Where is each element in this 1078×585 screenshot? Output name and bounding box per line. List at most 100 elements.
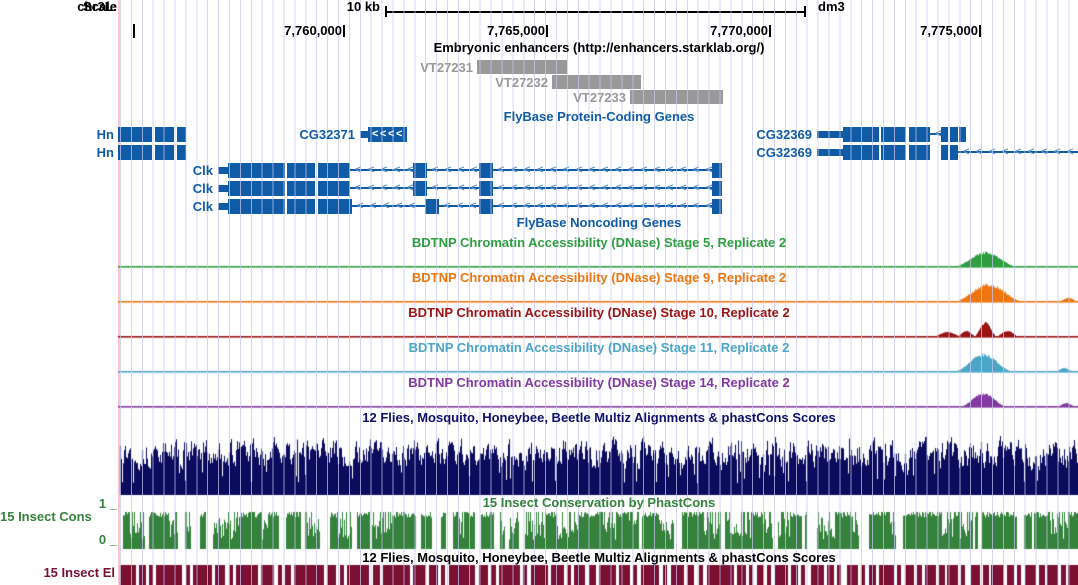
gene-exon[interactable]: [155, 145, 174, 160]
intron-direction-arrow-icon: <: [550, 164, 557, 176]
gene-exon[interactable]: [177, 145, 186, 160]
gene-utr[interactable]: [817, 131, 843, 138]
gene-exon[interactable]: [479, 199, 493, 214]
gene-exon[interactable]: [881, 145, 906, 160]
gene-exon[interactable]: [950, 145, 958, 160]
dnase-track-stage-1[interactable]: [118, 235, 1078, 269]
intron-direction-arrow-icon: <: [409, 200, 416, 212]
dnase-track-stage-3[interactable]: [118, 305, 1078, 339]
intron-direction-arrow-icon: <: [693, 164, 700, 176]
scale-bar-end-tick: [385, 6, 387, 17]
intron-direction-arrow-icon: <: [457, 200, 464, 212]
gene-exon[interactable]: [909, 127, 930, 142]
phastcons-wiggle-track[interactable]: [118, 510, 1078, 551]
enhancer-box[interactable]: [552, 75, 641, 89]
gene-exon[interactable]: [318, 199, 352, 214]
intron-direction-arrow-icon: <: [589, 182, 596, 194]
gene-utr[interactable]: [817, 149, 843, 156]
intron-direction-arrow-icon: <: [693, 200, 700, 212]
intron-direction-arrow-icon: <: [628, 200, 635, 212]
gene-exon[interactable]: [155, 127, 174, 142]
intron-direction-arrow-icon: <: [589, 164, 596, 176]
gene-exon[interactable]: [118, 145, 152, 160]
intron-direction-arrow-icon: <: [383, 200, 390, 212]
gene-exon[interactable]: [479, 163, 493, 178]
gene-direction-arrow-icon: <: [380, 128, 387, 140]
gene-utr[interactable]: [360, 131, 368, 138]
gene-exon[interactable]: [881, 127, 906, 142]
intron-direction-arrow-icon: <: [989, 146, 996, 158]
gene-exon[interactable]: [413, 181, 427, 196]
gene-exon[interactable]: [843, 145, 879, 160]
intron-direction-arrow-icon: <: [498, 200, 505, 212]
gene-exon[interactable]: [228, 163, 285, 178]
insect-elements-track[interactable]: [118, 565, 1078, 585]
gene-exon[interactable]: [287, 163, 315, 178]
gene-exon[interactable]: [712, 163, 722, 178]
intron-direction-arrow-icon: <: [394, 164, 401, 176]
gene-exon[interactable]: [177, 127, 186, 142]
intron-direction-arrow-icon: <: [615, 200, 622, 212]
gene-exon[interactable]: [959, 127, 966, 142]
intron-direction-arrow-icon: <: [550, 200, 557, 212]
intron-direction-arrow-icon: <: [563, 182, 570, 194]
scale-bar: [385, 11, 805, 13]
multiz-wiggle-track[interactable]: [118, 411, 1078, 495]
dnase-track-stage-2[interactable]: [118, 270, 1078, 304]
gene-exon[interactable]: [479, 181, 493, 196]
intron-direction-arrow-icon: <: [641, 200, 648, 212]
intron-direction-arrow-icon: <: [667, 164, 674, 176]
enhancer-box[interactable]: [477, 60, 567, 74]
gene-exon[interactable]: [712, 199, 722, 214]
intron-direction-arrow-icon: <: [537, 182, 544, 194]
enhancer-box[interactable]: [630, 90, 723, 104]
gene-exon[interactable]: [425, 199, 439, 214]
intron-direction-arrow-icon: <: [667, 182, 674, 194]
gene-exon[interactable]: [843, 127, 879, 142]
gene-exon[interactable]: [318, 181, 350, 196]
intron-direction-arrow-icon: <: [628, 182, 635, 194]
ruler-tick: [769, 25, 771, 37]
gene-exon[interactable]: [318, 163, 350, 178]
intron-direction-arrow-icon: <: [444, 200, 451, 212]
gene-exon[interactable]: [228, 199, 285, 214]
gene-exon[interactable]: [941, 145, 948, 160]
gene-exon[interactable]: [228, 181, 285, 196]
intron-direction-arrow-icon: <: [654, 200, 661, 212]
gene-utr[interactable]: [218, 203, 228, 210]
ruler-tick: [343, 25, 345, 37]
gene-direction-arrow-icon: <: [388, 128, 395, 140]
intron-direction-arrow-icon: <: [471, 164, 478, 176]
intron-direction-arrow-icon: <: [511, 164, 518, 176]
gene-utr[interactable]: [218, 185, 228, 192]
dnase-track-stage-4[interactable]: [118, 340, 1078, 374]
dnase-track-stage-5[interactable]: [118, 375, 1078, 409]
intron-direction-arrow-icon: <: [471, 182, 478, 194]
intron-direction-arrow-icon: <: [432, 182, 439, 194]
gene-exon[interactable]: [287, 181, 315, 196]
intron-direction-arrow-icon: <: [680, 164, 687, 176]
intron-direction-arrow-icon: <: [511, 200, 518, 212]
intron-direction-arrow-icon: <: [563, 164, 570, 176]
intron-direction-arrow-icon: <: [589, 200, 596, 212]
intron-direction-arrow-icon: <: [1054, 146, 1061, 158]
intron-direction-arrow-icon: <: [563, 200, 570, 212]
gene-exon[interactable]: [118, 127, 152, 142]
intron-direction-arrow-icon: <: [1041, 146, 1048, 158]
intron-direction-arrow-icon: <: [550, 182, 557, 194]
scale-bar-end-tick: [804, 6, 806, 17]
intron-direction-arrow-icon: <: [1028, 146, 1035, 158]
intron-direction-arrow-icon: <: [1067, 146, 1074, 158]
gene-exon[interactable]: [941, 127, 948, 142]
intron-direction-arrow-icon: <: [498, 182, 505, 194]
intron-direction-arrow-icon: <: [458, 164, 465, 176]
gene-utr[interactable]: [218, 167, 228, 174]
gene-exon[interactable]: [909, 145, 930, 160]
intron-direction-arrow-icon: <: [470, 200, 477, 212]
gene-exon[interactable]: [712, 181, 722, 196]
gene-exon[interactable]: [950, 127, 958, 142]
gene-exon[interactable]: [413, 163, 427, 178]
intron-direction-arrow-icon: <: [963, 146, 970, 158]
gene-exon[interactable]: [287, 199, 315, 214]
